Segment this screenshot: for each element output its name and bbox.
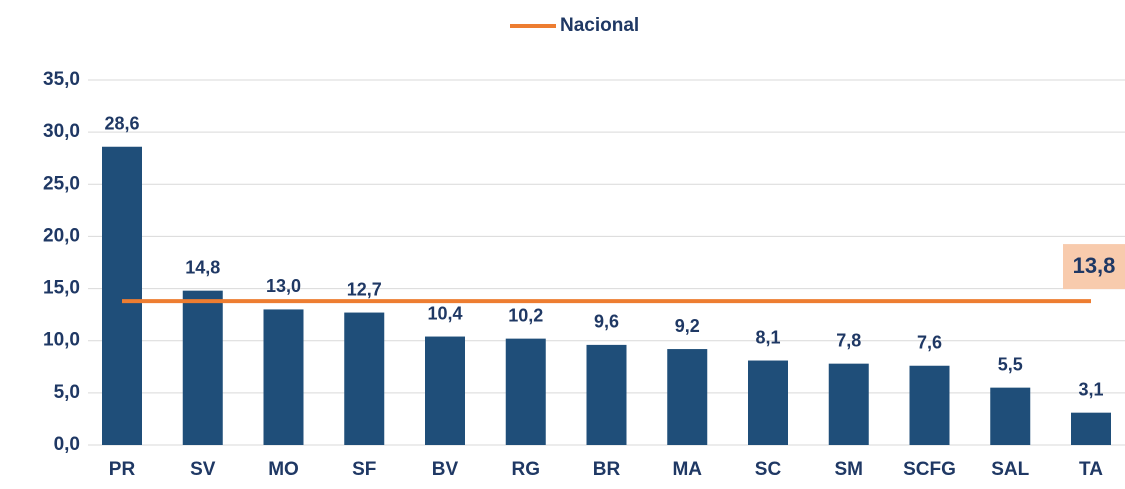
data-label: 14,8 bbox=[185, 257, 220, 277]
x-tick-label: SM bbox=[835, 459, 864, 480]
bar bbox=[263, 309, 304, 445]
x-tick-label: SV bbox=[190, 459, 216, 480]
bar bbox=[909, 365, 950, 445]
x-tick-label: MO bbox=[268, 459, 299, 480]
reference-label: 13,8 bbox=[1073, 253, 1116, 278]
y-tick-label: 10,0 bbox=[43, 330, 80, 351]
data-label: 8,1 bbox=[755, 327, 780, 347]
data-label: 12,7 bbox=[347, 279, 382, 299]
bar bbox=[828, 363, 869, 445]
x-tick-label: BR bbox=[593, 459, 621, 480]
x-tick-label: SC bbox=[755, 459, 782, 480]
x-tick-label: RG bbox=[512, 459, 541, 480]
data-label: 13,0 bbox=[266, 276, 301, 296]
x-tick-label: MA bbox=[672, 459, 702, 480]
data-label: 5,5 bbox=[998, 354, 1023, 374]
bar bbox=[1071, 412, 1111, 445]
bar bbox=[425, 336, 465, 445]
x-tick-label: BV bbox=[432, 459, 459, 480]
data-label: 7,6 bbox=[917, 332, 942, 352]
y-tick-label: 25,0 bbox=[43, 173, 80, 194]
bar bbox=[182, 290, 223, 445]
data-label: 9,6 bbox=[594, 312, 619, 332]
data-label: 10,4 bbox=[427, 303, 462, 323]
data-label: 7,8 bbox=[836, 330, 861, 350]
legend-label: Nacional bbox=[560, 15, 639, 36]
data-label: 10,2 bbox=[508, 305, 543, 325]
reference-label-box bbox=[1063, 244, 1125, 290]
bar bbox=[505, 338, 546, 445]
y-tick-label: 15,0 bbox=[43, 278, 80, 299]
bar bbox=[667, 349, 708, 445]
y-tick-label: 30,0 bbox=[43, 121, 80, 142]
data-label: 3,1 bbox=[1078, 379, 1103, 399]
data-label: 9,2 bbox=[675, 316, 700, 336]
data-label: 28,6 bbox=[104, 113, 139, 133]
x-tick-label: SAL bbox=[991, 459, 1029, 480]
bar bbox=[102, 146, 142, 445]
x-tick-label: PR bbox=[109, 459, 136, 480]
bar bbox=[990, 387, 1031, 445]
bar bbox=[344, 312, 385, 445]
bar bbox=[748, 360, 788, 445]
bar bbox=[586, 344, 627, 445]
y-tick-label: 20,0 bbox=[43, 225, 80, 246]
y-tick-label: 35,0 bbox=[43, 69, 80, 90]
x-tick-label: SCFG bbox=[903, 459, 956, 480]
x-tick-label: SF bbox=[352, 459, 376, 480]
y-tick-label: 0,0 bbox=[54, 434, 80, 455]
x-tick-label: TA bbox=[1079, 459, 1103, 480]
y-tick-label: 5,0 bbox=[54, 382, 80, 403]
